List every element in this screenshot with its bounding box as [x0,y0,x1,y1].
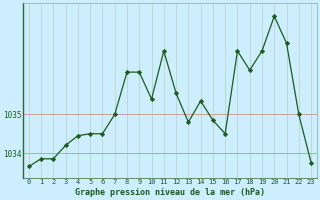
X-axis label: Graphe pression niveau de la mer (hPa): Graphe pression niveau de la mer (hPa) [75,188,265,197]
